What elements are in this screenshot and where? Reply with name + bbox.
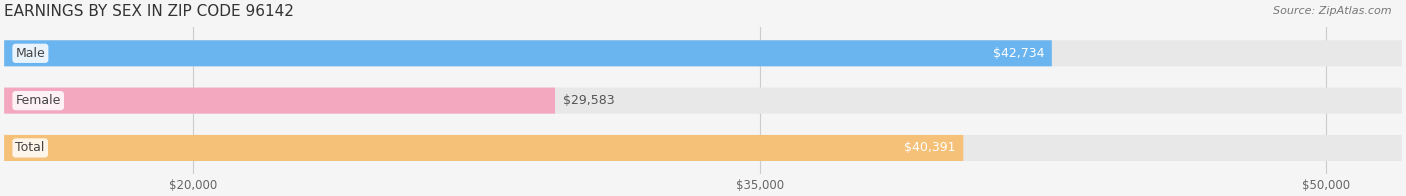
FancyBboxPatch shape [4, 40, 1052, 66]
Text: $29,583: $29,583 [562, 94, 614, 107]
Text: $42,734: $42,734 [993, 47, 1045, 60]
Text: EARNINGS BY SEX IN ZIP CODE 96142: EARNINGS BY SEX IN ZIP CODE 96142 [4, 4, 294, 19]
FancyBboxPatch shape [4, 135, 963, 161]
Text: Male: Male [15, 47, 45, 60]
FancyBboxPatch shape [4, 88, 1402, 114]
Text: Total: Total [15, 142, 45, 154]
FancyBboxPatch shape [4, 40, 1402, 66]
FancyBboxPatch shape [4, 135, 1402, 161]
Text: $40,391: $40,391 [904, 142, 956, 154]
FancyBboxPatch shape [4, 88, 555, 114]
Text: Female: Female [15, 94, 60, 107]
Text: Source: ZipAtlas.com: Source: ZipAtlas.com [1274, 6, 1392, 16]
